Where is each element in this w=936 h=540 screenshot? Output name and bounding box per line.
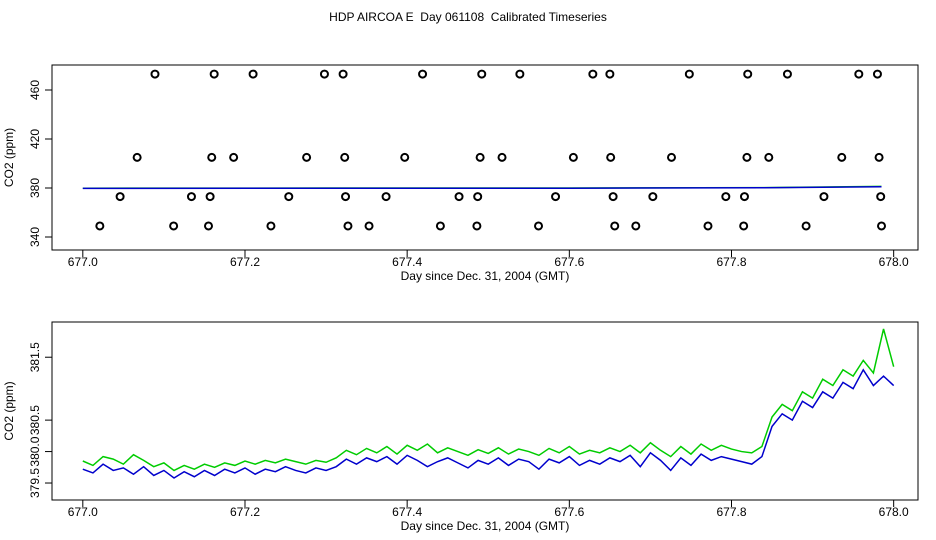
- point: [229, 152, 239, 162]
- point: [418, 69, 428, 79]
- y-tick-label: 379.5: [28, 468, 42, 498]
- point: [872, 69, 882, 79]
- point: [475, 152, 485, 162]
- point: [666, 152, 676, 162]
- point: [801, 221, 811, 231]
- x-tick-label: 677.6: [554, 505, 584, 519]
- point: [648, 192, 658, 202]
- point: [606, 152, 616, 162]
- x-tick-label: 677.2: [230, 255, 260, 269]
- point: [739, 221, 749, 231]
- point: [534, 221, 544, 231]
- point: [608, 192, 618, 202]
- point: [132, 152, 142, 162]
- x-axis-label: Day since Dec. 31, 2004 (GMT): [401, 519, 570, 533]
- y-tick-label: 380.5: [28, 405, 42, 435]
- point: [684, 69, 694, 79]
- point: [588, 69, 598, 79]
- point: [454, 192, 464, 202]
- point: [473, 192, 483, 202]
- point: [721, 192, 731, 202]
- point: [877, 221, 887, 231]
- x-tick-label: 677.2: [230, 505, 260, 519]
- point: [874, 152, 884, 162]
- point: [343, 221, 353, 231]
- point: [400, 152, 410, 162]
- point: [703, 221, 713, 231]
- y-tick-label: 380: [28, 178, 42, 198]
- point: [266, 221, 276, 231]
- point: [739, 192, 749, 202]
- x-axis-label: Day since Dec. 31, 2004 (GMT): [401, 269, 570, 283]
- y-axis-label: CO2 (ppm): [2, 381, 16, 440]
- x-tick-label: 678.0: [879, 255, 909, 269]
- point: [209, 69, 219, 79]
- point: [854, 69, 864, 79]
- series-line: [82, 185, 882, 190]
- point: [435, 221, 445, 231]
- point: [782, 69, 792, 79]
- point: [610, 221, 620, 231]
- point: [203, 221, 213, 231]
- plot-frame: [51, 64, 919, 251]
- point: [95, 221, 105, 231]
- point: [605, 69, 615, 79]
- point: [837, 152, 847, 162]
- point: [764, 152, 774, 162]
- y-tick-label: 340: [28, 227, 42, 247]
- point: [497, 152, 507, 162]
- x-tick-label: 677.6: [554, 255, 584, 269]
- point: [205, 192, 215, 202]
- point: [568, 152, 578, 162]
- point: [551, 192, 561, 202]
- y-axis-label: CO2 (ppm): [2, 128, 16, 187]
- point: [341, 192, 351, 202]
- point: [381, 192, 391, 202]
- y-tick-label: 381.5: [28, 342, 42, 372]
- point: [319, 69, 329, 79]
- point: [115, 192, 125, 202]
- page-title: HDP AIRCOA E Day 061108 Calibrated Times…: [329, 10, 607, 24]
- point: [819, 192, 829, 202]
- point: [477, 69, 487, 79]
- x-tick-label: 677.4: [392, 255, 422, 269]
- point: [876, 192, 886, 202]
- point: [186, 192, 196, 202]
- point: [338, 69, 348, 79]
- y-tick-label: 420: [28, 129, 42, 149]
- point: [515, 69, 525, 79]
- point: [742, 152, 752, 162]
- x-tick-label: 677.0: [68, 505, 98, 519]
- point: [248, 69, 258, 79]
- point: [169, 221, 179, 231]
- x-tick-label: 677.8: [716, 505, 746, 519]
- point: [150, 69, 160, 79]
- y-tick-label: 460: [28, 80, 42, 100]
- x-tick-label: 677.4: [392, 505, 422, 519]
- x-tick-label: 677.0: [68, 255, 98, 269]
- point: [284, 192, 294, 202]
- x-tick-label: 678.0: [879, 505, 909, 519]
- point: [743, 69, 753, 79]
- point: [472, 221, 482, 231]
- point: [364, 221, 374, 231]
- point: [302, 152, 312, 162]
- series-line: [82, 328, 895, 472]
- point: [207, 152, 217, 162]
- y-tick-label: 380.0: [28, 436, 42, 466]
- series-line: [82, 368, 895, 479]
- x-tick-label: 677.8: [716, 255, 746, 269]
- point: [631, 221, 641, 231]
- point: [340, 152, 350, 162]
